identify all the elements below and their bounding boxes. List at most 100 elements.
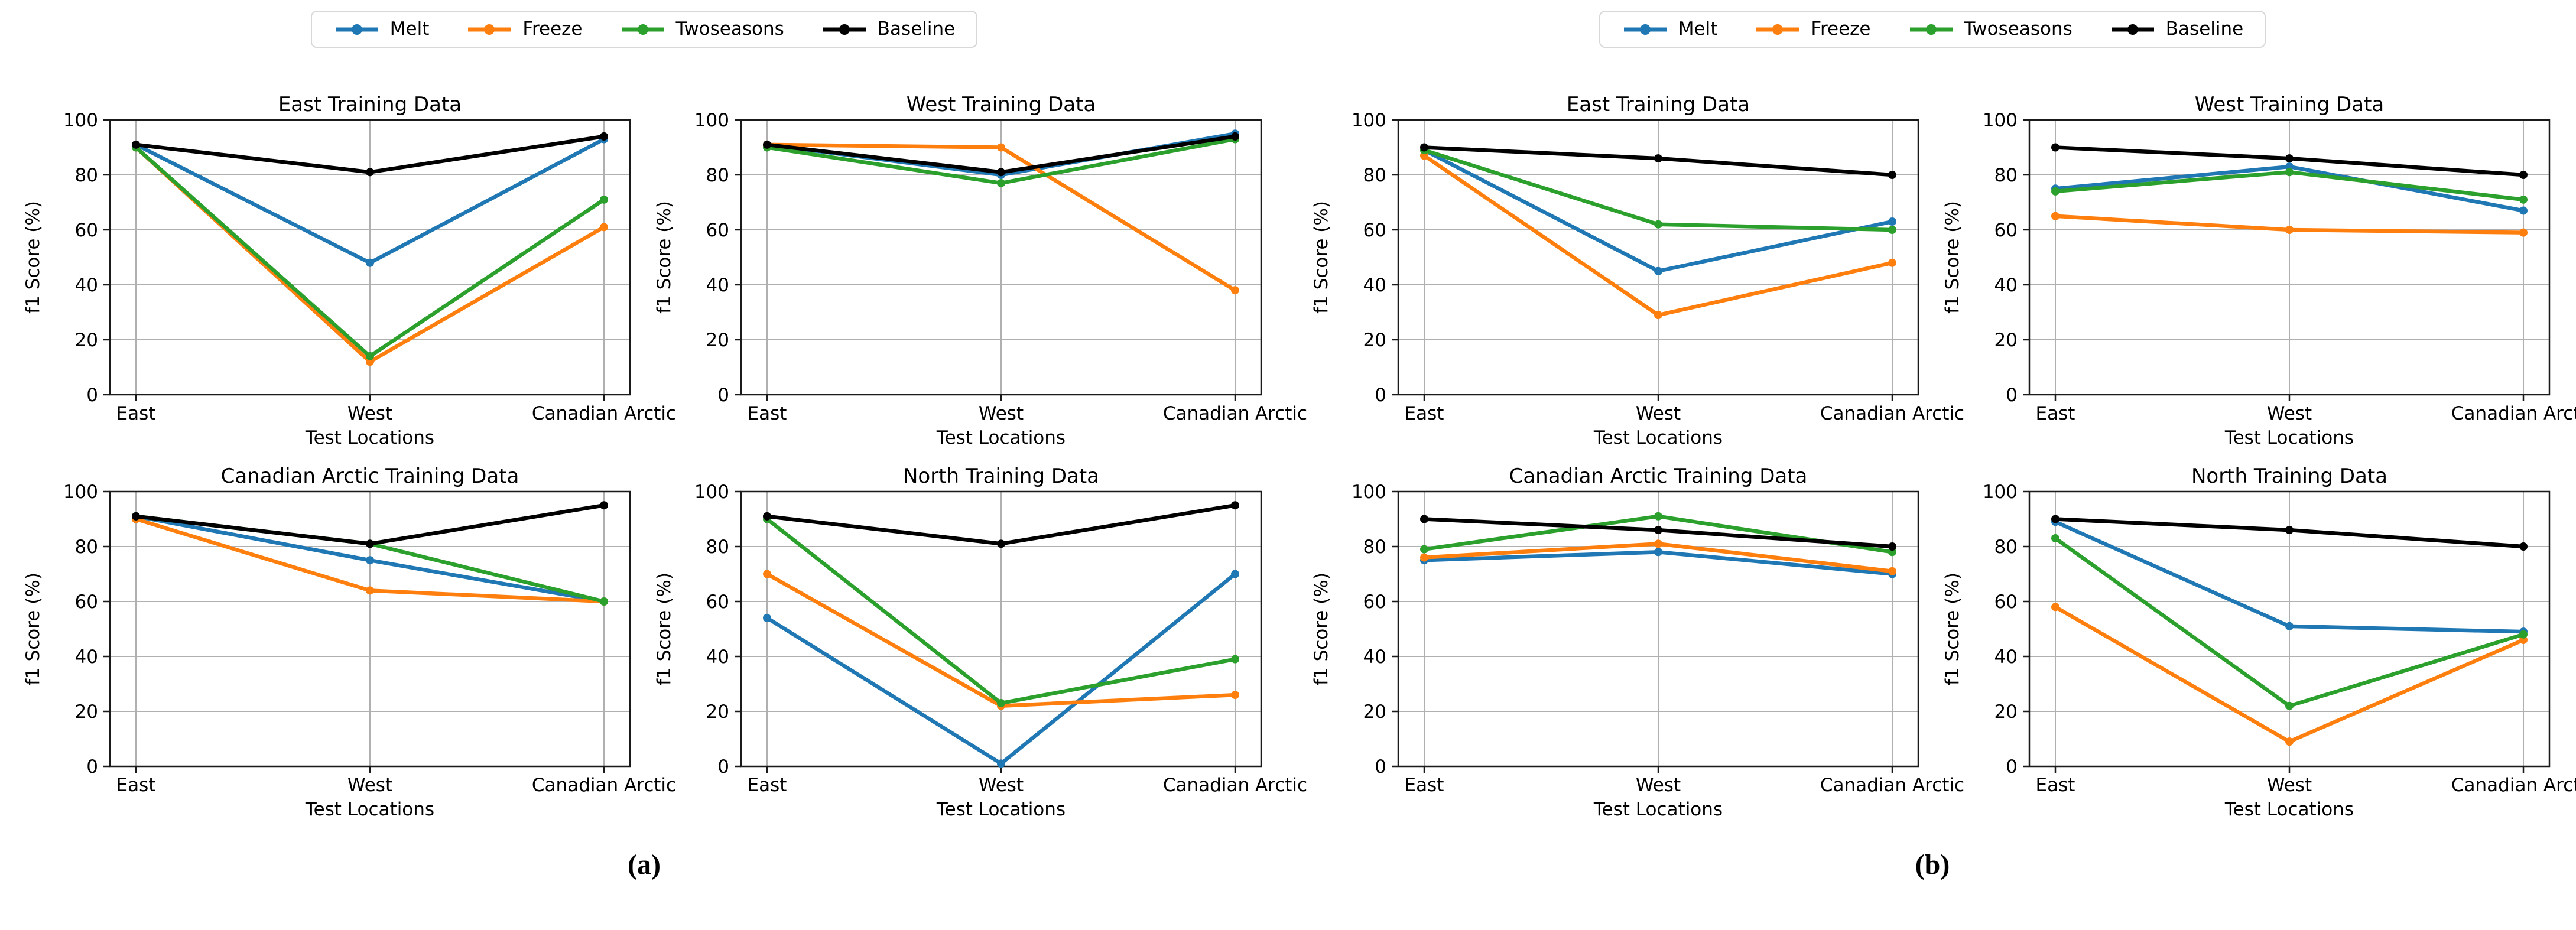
x-tick-label: West	[2267, 775, 2312, 796]
series-marker-twoseasons	[1888, 226, 1896, 234]
y-tick-label: 80	[75, 536, 98, 558]
series-marker-twoseasons	[2051, 187, 2059, 196]
y-tick-label: 60	[75, 591, 98, 613]
x-tick-label: East	[1405, 403, 1444, 424]
y-tick-label: 100	[694, 110, 729, 131]
x-axis-label: Test Locations	[936, 799, 1066, 820]
y-tick-label: 80	[75, 165, 98, 186]
series-marker-melt	[997, 759, 1005, 768]
series-marker-twoseasons	[2285, 701, 2294, 710]
y-tick-label: 20	[1363, 330, 1386, 351]
series-marker-baseline	[600, 501, 608, 510]
subplot-title: West Training Data	[907, 93, 1096, 116]
series-marker-twoseasons	[997, 699, 1005, 708]
caption-a: (a)	[628, 849, 661, 880]
legend-label: Freeze	[522, 18, 583, 40]
y-tick-label: 60	[1363, 220, 1386, 241]
series-marker-melt	[1654, 548, 1662, 557]
series-marker-melt	[1654, 266, 1662, 275]
series-marker-freeze	[600, 223, 608, 232]
series-marker-twoseasons	[1654, 512, 1662, 521]
y-tick-label: 0	[86, 385, 98, 406]
series-marker-baseline	[1231, 132, 1239, 141]
series-marker-baseline	[2051, 515, 2059, 523]
legend-line-marker-icon	[823, 24, 866, 35]
y-tick-label: 20	[75, 701, 98, 723]
legend-item-melt: Melt	[1622, 18, 1718, 40]
x-axis-label: Test Locations	[305, 799, 434, 820]
series-marker-baseline	[132, 140, 140, 149]
y-tick-label: 40	[1994, 646, 2018, 668]
y-tick-label: 20	[706, 701, 729, 723]
y-tick-label: 100	[1352, 110, 1386, 131]
x-tick-label: Canadian Arctic	[532, 775, 676, 796]
subplot-title: Canadian Arctic Training Data	[1509, 464, 1808, 488]
series-marker-twoseasons	[1420, 545, 1428, 554]
series-marker-melt	[763, 613, 771, 622]
x-tick-label: Canadian Arctic	[1163, 403, 1307, 424]
x-tick-label: Canadian Arctic	[2451, 403, 2576, 424]
legend-line-marker-icon	[468, 24, 511, 35]
x-axis-label: Test Locations	[2224, 799, 2354, 820]
series-marker-freeze	[1231, 286, 1239, 295]
chart-b-east-training-data: 0 20 40 60 80 100 East West Canadian Arctic East …	[1311, 93, 1964, 448]
series-marker-baseline	[2285, 154, 2294, 163]
chart-a-north-training-data: 0 20 40 60 80 100 East West Canadian Arctic North…	[654, 464, 1307, 820]
x-tick-label: West	[347, 775, 392, 796]
series-marker-baseline	[997, 539, 1005, 548]
y-tick-label: 100	[694, 482, 729, 503]
chart-b-canadian-arctic-training-data: 0 20 40 60 80 100 East West Canadian Arctic Canad…	[1311, 464, 1964, 820]
series-marker-melt	[2285, 622, 2294, 630]
series-marker-baseline	[2051, 143, 2059, 152]
x-tick-label: East	[1405, 775, 1444, 796]
x-tick-label: Canadian Arctic	[1820, 403, 1964, 424]
y-tick-label: 100	[1983, 482, 2018, 503]
y-tick-label: 60	[1994, 591, 2018, 613]
y-tick-label: 0	[717, 756, 729, 778]
y-axis-label: f1 Score (%)	[654, 573, 675, 685]
legend-item-baseline: Baseline	[2109, 20, 2243, 38]
series-marker-baseline	[1654, 154, 1662, 163]
y-tick-label: 80	[1363, 165, 1386, 186]
y-axis-label: f1 Score (%)	[22, 573, 44, 685]
series-marker-freeze	[1654, 539, 1662, 548]
x-tick-label: Canadian Arctic	[1163, 775, 1307, 796]
y-tick-label: 40	[706, 646, 729, 668]
series-marker-baseline	[600, 132, 608, 141]
y-tick-label: 0	[1375, 756, 1386, 778]
series-marker-freeze	[2051, 603, 2059, 612]
y-axis-label: f1 Score (%)	[1311, 201, 1332, 314]
y-tick-label: 0	[2006, 756, 2018, 778]
chart-grid-a: 0 20 40 60 80 100 East West Canadian Arctic East …	[15, 87, 1307, 822]
series-marker-twoseasons	[2519, 195, 2528, 204]
y-tick-label: 20	[75, 330, 98, 351]
legend-row-a: Melt Freeze Twoseasons Baseline	[0, 11, 1288, 48]
y-axis-label: f1 Score (%)	[1942, 201, 1963, 314]
series-marker-baseline	[1654, 526, 1662, 535]
y-tick-label: 0	[86, 756, 98, 778]
legend-label: Melt	[1678, 18, 1718, 40]
legend-line-marker-icon	[1756, 24, 1799, 35]
series-marker-baseline	[132, 512, 140, 521]
subplot-title: East Training Data	[278, 93, 462, 116]
series-marker-freeze	[1654, 311, 1662, 320]
x-axis-label: Test Locations	[1593, 427, 1723, 448]
legend-line-marker-icon	[621, 24, 664, 35]
caption-b: (b)	[1915, 849, 1950, 880]
legend-label: Baseline	[2165, 18, 2244, 40]
y-tick-label: 20	[1994, 330, 2018, 351]
series-marker-baseline	[1888, 542, 1896, 551]
x-tick-label: East	[2036, 775, 2075, 796]
x-axis-label: Test Locations	[2224, 427, 2354, 448]
legend-item-twoseasons: Twoseasons	[619, 20, 784, 38]
legend-label: Twoseasons	[1964, 18, 2073, 40]
y-tick-label: 40	[1363, 275, 1386, 296]
x-tick-label: West	[979, 775, 1024, 796]
subplot-title: Canadian Arctic Training Data	[221, 464, 519, 488]
x-tick-label: Canadian Arctic	[1820, 775, 1964, 796]
y-tick-label: 20	[1363, 701, 1386, 723]
series-marker-melt	[1231, 570, 1239, 578]
x-axis-label: Test Locations	[305, 427, 434, 448]
y-tick-label: 20	[1994, 701, 2018, 723]
x-tick-label: East	[748, 403, 787, 424]
